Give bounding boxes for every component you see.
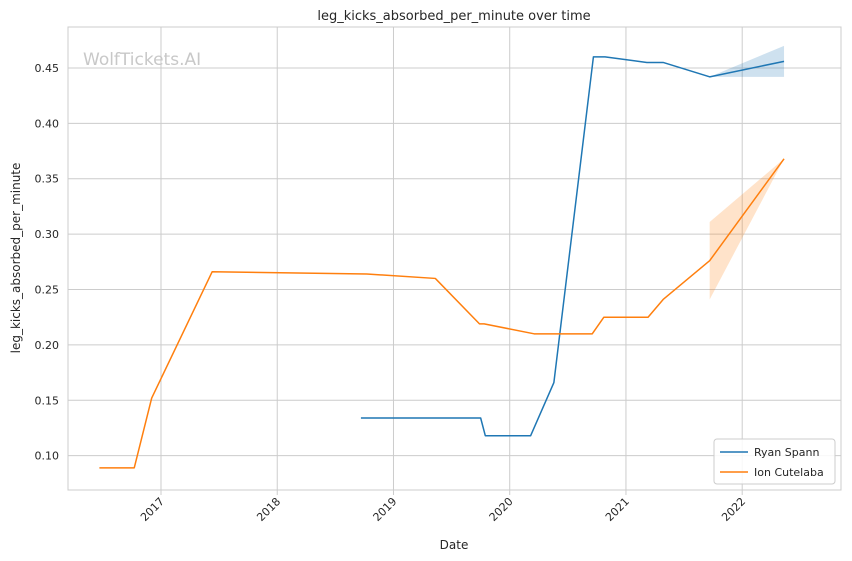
watermark: WolfTickets.AI (83, 50, 201, 70)
confidence-band-ryan-spann (709, 45, 785, 77)
y-tick-label: 0.45 (35, 62, 60, 75)
y-axis-ticks: 0.10 0.15 0.20 0.25 0.30 0.35 0.40 0.45 (35, 62, 60, 463)
grid (68, 27, 841, 490)
series-lines (99, 56, 785, 469)
y-axis-label: leg_kicks_absorbed_per_minute (9, 163, 23, 354)
legend-label-ryan-spann: Ryan Spann (754, 446, 819, 459)
legend-label-ion-cutelaba: Ion Cutelaba (754, 466, 824, 479)
series-line-ion-cutelaba (99, 158, 785, 469)
y-tick-label: 0.40 (35, 117, 60, 130)
y-tick-label: 0.30 (35, 228, 60, 241)
y-tick-label: 0.20 (35, 339, 60, 352)
plot-frame (67, 26, 842, 491)
confidence-band-ion-cutelaba (709, 158, 785, 300)
y-tick-label: 0.35 (35, 173, 60, 186)
confidence-bands (709, 45, 785, 300)
series-line-ryan-spann (360, 56, 785, 437)
x-axis-label: Date (440, 538, 469, 552)
chart-title: leg_kicks_absorbed_per_minute over time (317, 9, 590, 24)
legend: Ryan Spann Ion Cutelaba (713, 438, 836, 485)
y-tick-label: 0.10 (35, 450, 60, 463)
y-tick-label: 0.15 (35, 394, 60, 407)
y-tick-label: 0.25 (35, 284, 60, 297)
